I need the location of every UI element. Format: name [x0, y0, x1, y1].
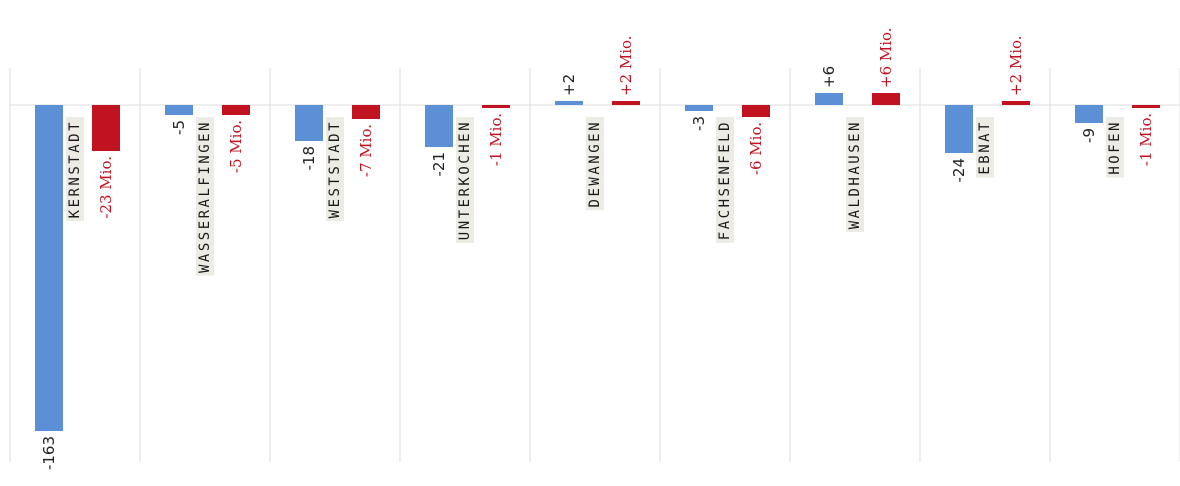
red-bar — [352, 105, 380, 119]
red-value-label: -1 Mio. — [487, 113, 505, 166]
blue-bar — [815, 93, 843, 105]
red-value-label: -6 Mio. — [747, 122, 765, 175]
blue-value-label: +2 — [560, 74, 578, 96]
blue-bar — [555, 101, 583, 105]
district-label: FACHSENFELD — [717, 120, 733, 240]
blue-value-label: -24 — [950, 158, 968, 183]
red-bar — [872, 93, 900, 105]
red-bar — [1002, 101, 1030, 105]
blue-bar — [685, 105, 713, 111]
red-value-label: -23 Mio. — [97, 156, 115, 219]
blue-bar — [35, 105, 63, 431]
blue-value-label: -5 — [170, 120, 188, 135]
red-value-label: -5 Mio. — [227, 120, 245, 173]
red-value-label: +6 Mio. — [877, 27, 895, 88]
blue-bar — [295, 105, 323, 141]
red-bar — [1132, 105, 1160, 108]
red-value-label: -1 Mio. — [1137, 113, 1155, 166]
red-bar — [482, 105, 510, 108]
blue-bar — [1075, 105, 1103, 123]
red-bar — [612, 101, 640, 105]
red-bar — [92, 105, 120, 151]
blue-value-label: -21 — [430, 152, 448, 177]
district-label-bg — [456, 117, 474, 243]
district-label-bg — [846, 117, 864, 232]
district-label: KERNSTADT — [67, 120, 83, 218]
blue-value-label: -18 — [300, 146, 318, 171]
district-label: EBNAT — [977, 120, 993, 175]
district-label-bg — [196, 117, 214, 276]
red-bar — [222, 105, 250, 115]
district-label: WALDHAUSEN — [847, 120, 863, 229]
red-value-label: -7 Mio. — [357, 124, 375, 177]
district-label: DEWANGEN — [587, 120, 603, 207]
district-label-bg — [716, 117, 734, 243]
blue-value-label: -163 — [40, 436, 58, 470]
district-label-bg — [66, 117, 84, 222]
district-label-bg — [976, 117, 994, 178]
red-bar — [742, 105, 770, 117]
district-label: HOFEN — [1107, 120, 1123, 175]
district-label: WESTSTADT — [327, 120, 343, 218]
blue-value-label: -3 — [690, 116, 708, 131]
district-label: UNTERKOCHEN — [457, 120, 473, 240]
blue-value-label: -9 — [1080, 128, 1098, 143]
district-label: WASSERALFINGEN — [197, 120, 213, 273]
blue-bar — [165, 105, 193, 115]
blue-bar — [425, 105, 453, 147]
red-value-label: +2 Mio. — [1007, 35, 1025, 96]
district-label-bg — [586, 117, 604, 211]
red-value-label: +2 Mio. — [617, 35, 635, 96]
blue-bar — [945, 105, 973, 153]
district-label-bg — [1106, 117, 1124, 178]
district-label-bg — [326, 117, 344, 222]
blue-value-label: +6 — [820, 66, 838, 88]
